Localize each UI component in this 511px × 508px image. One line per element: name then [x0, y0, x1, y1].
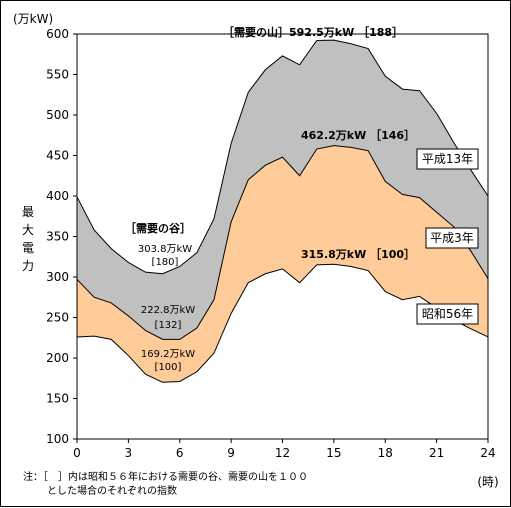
y-tick-label: 350 — [46, 230, 69, 244]
x-tick-label: 9 — [227, 446, 235, 460]
y-unit-label: (万kW) — [13, 12, 53, 26]
y-tick-label: 500 — [46, 108, 69, 122]
h13-trough-index: [180] — [152, 257, 179, 268]
y-axis-label-char: 最 — [22, 205, 34, 219]
legend-label-1: 平成3年 — [430, 231, 474, 245]
y-tick-label: 100 — [46, 432, 69, 446]
axes-layer: 100 150 200 250 300 350 400 450 500 550 600 0 3 6 9 12 1… — [13, 12, 499, 489]
x-tick-label: 0 — [73, 446, 81, 460]
h3-peak-label: 462.2万kW ［146］ — [301, 128, 415, 142]
x-axis-label: (時) — [477, 475, 498, 489]
x-tick-label: 18 — [378, 446, 393, 460]
x-tick-label: 6 — [176, 446, 184, 460]
s56-trough-value: 169.2万kW — [141, 349, 195, 360]
trough-heading: ［需要の谷］ — [125, 221, 191, 235]
x-tick-label: 21 — [429, 446, 444, 460]
footnote-line2: とした場合のそれぞれの指数 — [47, 486, 177, 497]
x-tick-label: 12 — [275, 446, 290, 460]
y-axis-label-char: 力 — [22, 259, 34, 273]
y-tick-label: 200 — [46, 351, 69, 365]
x-tick-label: 15 — [326, 446, 341, 460]
series-line-0 — [76, 39, 489, 275]
footnote-line1: 注：［ ］内は昭和５６年における需要の谷、需要の山を１００ — [23, 472, 308, 483]
h3-trough-index: [132] — [155, 320, 182, 331]
y-tick-label: 300 — [46, 270, 69, 284]
s56-trough-index: [100] — [155, 362, 182, 373]
x-tick-label: 24 — [480, 446, 495, 460]
h13-trough-value: 303.8万kW — [138, 244, 192, 255]
y-tick-label: 250 — [46, 311, 69, 325]
area-layer — [76, 39, 489, 440]
legend-box-1 — [425, 227, 479, 249]
series-line-1 — [76, 145, 489, 340]
y-axis-label-char: 電 — [22, 241, 34, 255]
y-axis-label-char: 大 — [22, 223, 34, 237]
x-tick-label: 3 — [125, 446, 133, 460]
legend-box-0 — [416, 148, 479, 170]
h3-trough-value: 222.8万kW — [141, 305, 195, 316]
series-line-2 — [76, 263, 489, 383]
s56-peak-label: 315.8万kW ［100］ — [301, 247, 415, 261]
legend-label-2: 昭和56年 — [422, 307, 473, 321]
h13-peak-label: 592.5万kW ［188］ — [289, 25, 403, 39]
y-tick-label: 550 — [46, 68, 69, 82]
legend-box-2 — [416, 303, 479, 325]
y-tick-label: 450 — [46, 149, 69, 163]
y-tick-label: 150 — [46, 392, 69, 406]
y-tick-label: 600 — [46, 27, 69, 41]
peak-heading: ［需要の山］ — [223, 25, 289, 39]
series-area-2 — [77, 264, 488, 439]
legend-label-0: 平成13年 — [422, 152, 473, 166]
y-tick-label: 400 — [46, 189, 69, 203]
